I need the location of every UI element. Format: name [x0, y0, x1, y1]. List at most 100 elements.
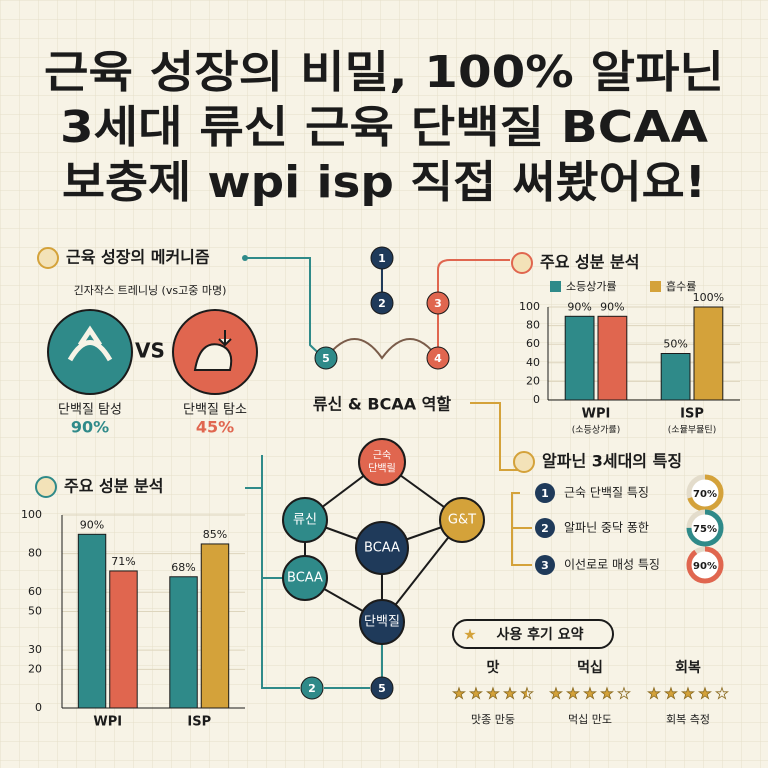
ring-arc	[686, 546, 724, 584]
legend-label: 소등상가률	[566, 280, 617, 293]
star: ★	[647, 685, 660, 703]
review-label: 회복	[675, 660, 701, 676]
bar	[693, 306, 724, 401]
subtitle: 긴자작스 트레니닝 (vs고중 마명)	[74, 284, 227, 297]
value-label: 71%	[111, 555, 135, 568]
y-tick-label: 100	[519, 300, 540, 313]
ring-label: 70%	[693, 489, 717, 500]
y-tick-label: 100	[21, 508, 42, 521]
star-rating: ★ ★ ★ ★ ★	[452, 684, 534, 703]
header-icon	[511, 252, 533, 274]
bar	[597, 315, 628, 401]
value-label: 90%	[567, 300, 591, 313]
stat-value: 45%	[196, 418, 234, 437]
category-note: (소등상가률)	[572, 425, 620, 436]
connector	[470, 402, 512, 471]
feature-number-bg	[535, 483, 555, 503]
node-label: 근숙	[373, 450, 391, 462]
star: ★	[503, 685, 516, 703]
node-label: 단백질	[364, 615, 400, 630]
star: ★	[698, 685, 711, 703]
step-number: 4	[434, 352, 442, 365]
y-tick-label: 60	[526, 337, 540, 350]
value-label: 90%	[80, 518, 104, 531]
bar	[169, 576, 198, 709]
star: ★	[469, 685, 482, 703]
star: ★	[681, 685, 694, 703]
category-note: (소뮬부뮬틴)	[668, 425, 716, 436]
flow-node	[282, 497, 328, 543]
legend-swatch	[650, 281, 661, 292]
step-circle	[370, 291, 394, 315]
review-caption: 회복 측정	[666, 713, 710, 726]
node-label: BCAA	[364, 541, 400, 556]
connector	[437, 259, 510, 303]
section-title: 알파닌 3세대의 특징	[542, 452, 682, 471]
feature-number-bg	[535, 555, 555, 575]
step-circle	[426, 291, 450, 315]
feature-text: 이선로로 매성 특징	[564, 558, 660, 572]
y-tick-label: 20	[28, 662, 42, 675]
title-line: 3세대 류신 근육 단백질 BCAA	[60, 102, 708, 153]
review-label: 먹십	[577, 659, 603, 676]
legend-swatch	[550, 281, 561, 292]
stat-value: 90%	[71, 418, 109, 437]
node-label: BCAA	[287, 571, 323, 586]
value-label: 90%	[600, 300, 624, 313]
bar	[200, 543, 230, 709]
pill-star: ★	[463, 626, 476, 644]
step-number: 2	[308, 682, 316, 695]
node-label: 단백릴	[368, 462, 396, 475]
flow-node	[439, 497, 485, 543]
star: ★	[452, 685, 465, 703]
node-label: 류신	[293, 513, 317, 528]
x-tick-label: ISP	[680, 407, 704, 422]
star: ★	[600, 685, 613, 703]
value-label: 50%	[663, 338, 687, 351]
bar	[77, 533, 107, 709]
feature-number: 3	[541, 559, 549, 572]
step-number: 3	[434, 297, 442, 310]
step-circle	[314, 346, 338, 370]
ring-arc	[686, 509, 724, 547]
value-label: 100%	[693, 291, 724, 304]
star: ★	[617, 685, 630, 703]
y-tick-label: 80	[526, 319, 540, 332]
y-tick-label: 0	[35, 701, 42, 714]
flow-node	[355, 521, 409, 575]
star: ★	[566, 685, 579, 703]
review-caption: 맛종 만둥	[471, 713, 515, 726]
star: ★	[583, 685, 596, 703]
value-label: 68%	[171, 561, 195, 574]
review-caption: 먹십 만도	[568, 713, 612, 726]
y-tick-label: 20	[526, 374, 540, 387]
review-title: 사용 후기 요약	[496, 626, 583, 643]
y-tick-label: 50	[28, 605, 42, 618]
step-number: 5	[322, 352, 330, 365]
ring-label: 90%	[693, 561, 717, 572]
icon-circle	[47, 309, 133, 395]
ring-arc	[686, 474, 724, 512]
star: ★	[520, 685, 533, 703]
step-circle	[370, 676, 394, 700]
muscle-icon	[67, 325, 113, 362]
vs-label: VS	[135, 339, 165, 363]
connector	[511, 492, 532, 566]
feature-text: 근숙 단백질 특징	[564, 486, 649, 500]
stat-label: 단백질 탐소	[183, 403, 247, 418]
stat-label: 단백질 탐성	[58, 403, 122, 418]
star: ★	[549, 685, 562, 703]
feature-number-bg	[535, 518, 555, 538]
legend-label: 흡수률	[666, 279, 696, 293]
flow-title: 류신 & BCAA 역할	[313, 395, 452, 414]
review-pill	[452, 619, 614, 649]
header-icon	[37, 247, 59, 269]
feature-text: 알파닌 중닥 퐁한	[564, 521, 649, 535]
feature-number: 1	[541, 487, 549, 500]
star: ★	[664, 685, 677, 703]
flow-node	[358, 438, 406, 486]
section-title: 주요 성분 분석	[64, 477, 163, 496]
feature-number: 2	[541, 522, 549, 535]
